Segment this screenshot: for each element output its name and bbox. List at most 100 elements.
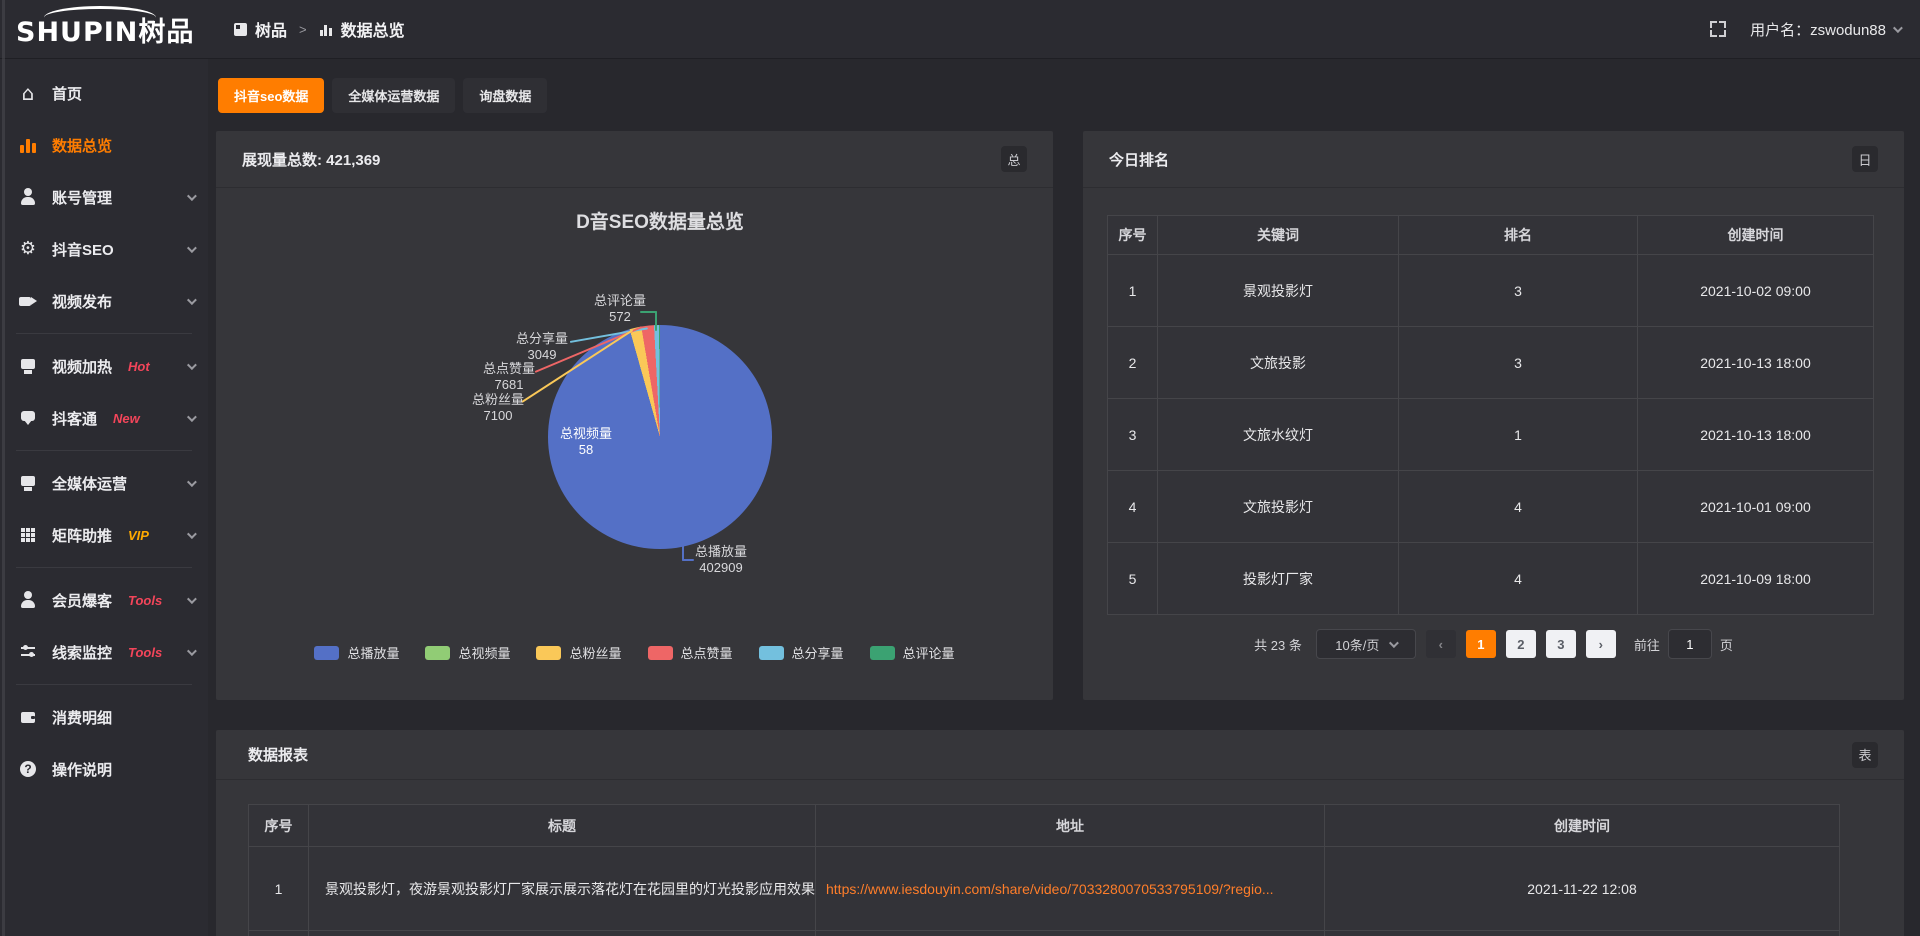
sidebar-item-douketong[interactable]: 抖客通 New bbox=[0, 392, 208, 444]
chevron-down-icon bbox=[1389, 637, 1400, 648]
report-table: 序号 标题 地址 创建时间 1 景观投影灯，夜游景观投影灯厂家展示展示落花灯在花… bbox=[248, 804, 1840, 936]
leader-line-comments bbox=[655, 311, 657, 331]
goto-page-input[interactable] bbox=[1667, 629, 1712, 659]
legend-swatch bbox=[647, 645, 673, 660]
legend-swatch bbox=[425, 645, 451, 660]
cell-url: https://www.iesdouyin.com/share/video/70… bbox=[815, 846, 1325, 931]
table-badge-button[interactable]: 表 bbox=[1852, 741, 1878, 768]
user-menu[interactable]: 用户名：zswodun88 bbox=[1750, 19, 1903, 40]
sidebar-item-douyin-seo[interactable]: ⚙ 抖音SEO bbox=[0, 223, 208, 275]
vip-badge: VIP bbox=[128, 527, 149, 543]
video-upload-icon bbox=[18, 291, 38, 311]
table-row: 2 文旅投影 3 2021-10-13 18:00 bbox=[1107, 326, 1874, 399]
legend-swatch bbox=[314, 645, 340, 660]
cell-created: 2021-10-02 09:00 bbox=[1637, 254, 1874, 327]
sidebar-divider bbox=[16, 450, 192, 451]
fullscreen-icon[interactable] bbox=[1710, 21, 1727, 37]
leader-line-plays bbox=[682, 537, 684, 561]
sidebar-divider bbox=[16, 333, 192, 334]
legend-item-videos[interactable]: 总视频量 bbox=[425, 643, 510, 662]
pie-chart-area: D音SEO数据量总览 总评论量 572 总分享量 3049 bbox=[216, 188, 1053, 699]
question-icon bbox=[18, 759, 38, 779]
legend-item-fans[interactable]: 总粉丝量 bbox=[536, 643, 622, 662]
pie-label-comments: 总评论量 572 bbox=[593, 293, 647, 324]
cell-created: 2021-10-13 18:00 bbox=[1637, 326, 1874, 399]
sidebar-item-data-overview[interactable]: 数据总览 bbox=[0, 119, 208, 171]
leader-line-plays bbox=[682, 559, 694, 561]
cell-no: 3 bbox=[1107, 398, 1158, 471]
monitor-icon bbox=[18, 473, 38, 493]
chevron-down-icon bbox=[186, 242, 197, 253]
breadcrumb-page[interactable]: 数据总览 bbox=[340, 23, 405, 40]
tab-media-ops-data[interactable]: 全媒体运营数据 bbox=[332, 78, 456, 113]
next-page-button[interactable]: › bbox=[1585, 630, 1616, 658]
prev-page-button[interactable]: ‹ bbox=[1425, 630, 1456, 658]
sidebar-item-label: 视频加热 bbox=[52, 358, 113, 376]
tools-badge: Tools bbox=[128, 644, 163, 660]
sidebar-item-matrix-boost[interactable]: 矩阵助推 VIP bbox=[0, 509, 208, 561]
chevron-down-icon bbox=[186, 528, 197, 539]
sliders-icon bbox=[18, 642, 38, 662]
breadcrumb-separator: > bbox=[299, 21, 307, 37]
pie-label-likes: 总点赞量 7681 bbox=[482, 361, 536, 392]
chart-legend: 总播放量 总视频量 总粉丝量 总点赞量 总分享量 总评论量 bbox=[216, 643, 1053, 662]
page-size-select[interactable]: 10条/页 bbox=[1315, 629, 1416, 659]
sidebar-item-member-burst[interactable]: 会员爆客 Tools bbox=[0, 574, 208, 626]
col-no: 序号 bbox=[248, 804, 309, 847]
sidebar-item-home[interactable]: ⌂ 首页 bbox=[0, 67, 208, 119]
col-no: 序号 bbox=[1107, 215, 1158, 255]
sidebar-item-media-ops[interactable]: 全媒体运营 bbox=[0, 457, 208, 509]
sidebar-item-account[interactable]: 账号管理 bbox=[0, 171, 208, 223]
sidebar-item-help[interactable]: 操作说明 bbox=[0, 743, 208, 795]
chevron-down-icon bbox=[186, 411, 197, 422]
member-icon bbox=[18, 590, 38, 610]
sidebar-item-lead-monitor[interactable]: 线索监控 Tools bbox=[0, 626, 208, 678]
breadcrumb: 树品 > 数据总览 bbox=[234, 17, 405, 41]
chevron-down-icon bbox=[186, 359, 197, 370]
chevron-down-icon bbox=[186, 294, 197, 305]
tools-badge: Tools bbox=[128, 592, 163, 608]
chart-title: D音SEO数据量总览 bbox=[576, 212, 744, 233]
breadcrumb-app[interactable]: 树品 bbox=[255, 23, 288, 40]
sidebar-item-spend-detail[interactable]: 消费明细 bbox=[0, 691, 208, 743]
chevron-down-icon bbox=[186, 645, 197, 656]
legend-item-likes[interactable]: 总点赞量 bbox=[647, 643, 733, 662]
cell-rank: 4 bbox=[1398, 470, 1638, 543]
home-icon: ⌂ bbox=[21, 81, 35, 105]
page-button-3[interactable]: 3 bbox=[1545, 630, 1576, 658]
day-badge-button[interactable]: 日 bbox=[1852, 146, 1878, 172]
cell-created: 2021-10-01 09:00 bbox=[1637, 470, 1874, 543]
tab-inquiry-data[interactable]: 询盘数据 bbox=[463, 78, 548, 113]
legend-item-shares[interactable]: 总分享量 bbox=[758, 643, 844, 662]
table-row: 1 景观投影灯，夜游景观投影灯厂家展示展示落花灯在花园里的灯光投影应用效果 # … bbox=[248, 846, 1840, 931]
page-button-2[interactable]: 2 bbox=[1505, 630, 1536, 658]
legend-item-plays[interactable]: 总播放量 bbox=[314, 643, 399, 662]
seo-chart-panel: 展现量总数: 421,369 总 D音SEO数据量总览 bbox=[216, 131, 1053, 700]
sidebar-item-label: 线索监控 bbox=[52, 644, 113, 662]
sidebar-divider bbox=[16, 684, 192, 685]
table-row: 5 投影灯厂家 4 2021-10-09 18:00 bbox=[1107, 542, 1874, 615]
logo-text: SHUPIN树品 bbox=[16, 5, 194, 49]
tab-douyin-seo-data[interactable]: 抖音seo数据 bbox=[218, 78, 325, 113]
legend-item-comments[interactable]: 总评论量 bbox=[869, 643, 955, 662]
sidebar-item-video-publish[interactable]: 视频发布 bbox=[0, 275, 208, 327]
goto-unit: 页 bbox=[1719, 637, 1733, 653]
logo: SHUPIN树品 bbox=[0, 5, 208, 49]
col-keyword: 关键词 bbox=[1157, 215, 1399, 255]
gear-icon: ⚙ bbox=[19, 238, 37, 259]
cell-rank: 4 bbox=[1398, 542, 1638, 615]
cell-created: 2021-10-13 18:00 bbox=[1637, 398, 1874, 471]
cell-keyword: 投影灯厂家 bbox=[1157, 542, 1399, 615]
col-created: 创建时间 bbox=[1324, 804, 1840, 847]
chevron-down-icon bbox=[1892, 22, 1903, 33]
pie-label-videos: 总视频量 58 bbox=[559, 426, 613, 457]
wallet-icon bbox=[18, 707, 38, 727]
video-link[interactable]: https://www.iesdouyin.com/share/video/70… bbox=[826, 880, 1274, 897]
sidebar-item-video-heat[interactable]: 视频加热 Hot bbox=[0, 340, 208, 392]
legend-swatch bbox=[536, 645, 562, 660]
pie-chart[interactable] bbox=[548, 325, 772, 549]
page-button-1[interactable]: 1 bbox=[1465, 630, 1496, 658]
total-badge-button[interactable]: 总 bbox=[1001, 146, 1027, 172]
chevron-down-icon bbox=[186, 190, 197, 201]
table-row-partial bbox=[248, 930, 1840, 936]
